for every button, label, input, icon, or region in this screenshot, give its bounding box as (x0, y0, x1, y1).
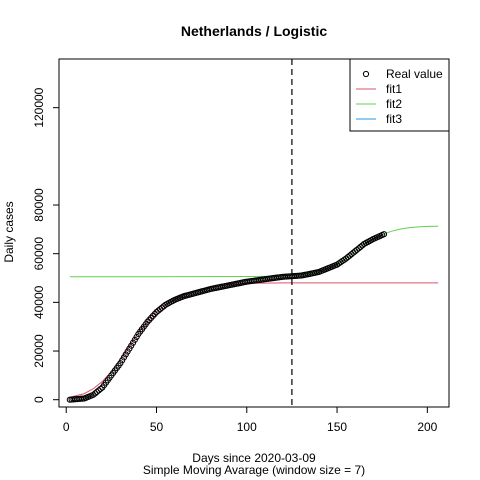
x-tick-label: 200 (417, 420, 437, 434)
x-tick-label: 0 (63, 420, 70, 434)
legend-label-fit1: fit1 (386, 82, 402, 96)
data-point (144, 318, 151, 325)
x-tick-label: 50 (150, 420, 164, 434)
data-point (97, 385, 104, 393)
legend-label-Real value: Real value (386, 67, 443, 81)
data-point (146, 316, 153, 323)
series-fit1-line (69, 282, 439, 398)
y-tick-label: 120000 (32, 87, 46, 127)
plot-frame (58, 58, 450, 408)
data-point (151, 310, 158, 318)
x-axis-title: Days since 2020-03-09 (192, 451, 316, 465)
legend-marker-Real value (362, 70, 370, 78)
y-tick-label: 60000 (32, 237, 46, 271)
series-fit2-line (69, 225, 439, 278)
x-axis-subtitle: Simple Moving Avarage (window size = 7) (143, 463, 365, 477)
y-axis-title: Daily cases (2, 201, 16, 262)
x-tick-label: 100 (237, 420, 257, 434)
chart-title: Netherlands / Logistic (181, 23, 327, 39)
plot-layer: 0 50 100 150 200 0 20000 40000 60000 80000 120000 R… (32, 58, 450, 434)
data-point (380, 231, 388, 238)
data-point (149, 312, 156, 320)
data-point (147, 314, 155, 322)
legend-label-fit3: fit3 (386, 112, 402, 126)
y-tick-label: 40000 (32, 285, 46, 319)
x-tick-label: 150 (327, 420, 347, 434)
y-tick-label: 0 (32, 396, 46, 403)
legend-label-fit2: fit2 (386, 97, 402, 111)
y-tick-label: 80000 (32, 188, 46, 222)
y-tick-label: 20000 (32, 334, 46, 368)
